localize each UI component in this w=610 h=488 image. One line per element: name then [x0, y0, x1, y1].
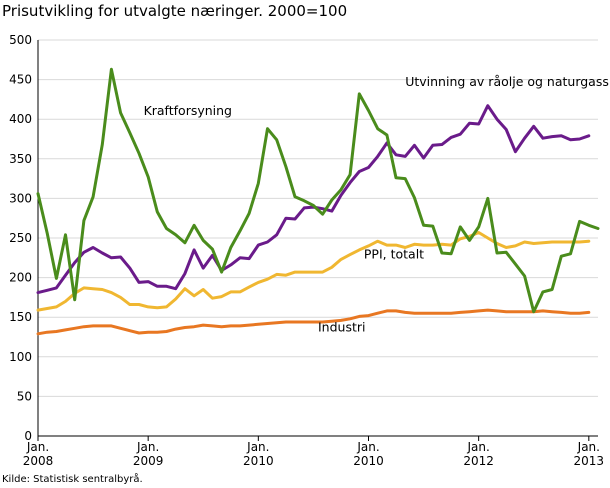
series-lines: [36, 67, 600, 336]
series-label: PPI, totalt: [364, 247, 424, 262]
y-tick-label-250: 250: [9, 231, 32, 245]
series-label: Kraftforsyning: [144, 103, 232, 118]
series-label: Utvinning av råolje og naturgass: [405, 74, 609, 89]
x-tick-label: Jan.: [466, 440, 489, 454]
x-tick-year: 2009: [133, 454, 164, 468]
x-tick-year: 2008: [23, 454, 54, 468]
y-tick-label-100: 100: [9, 350, 32, 364]
y-tick-label-50: 50: [17, 389, 32, 403]
x-tick-label: Jan.: [26, 440, 49, 454]
series-line-kraftforsyning: [36, 67, 600, 314]
series-line-ppi-totalt: [36, 231, 591, 312]
y-tick-label-500: 500: [9, 33, 32, 47]
x-tick-year: 2010: [243, 454, 274, 468]
series-line-industri: [36, 308, 591, 336]
y-axis-ticks: 0 50 100 150 200 250 300 350 400 450 500: [9, 33, 32, 443]
y-tick-label-450: 450: [9, 73, 32, 87]
chart-title: Prisutvikling for utvalgte næringer. 200…: [2, 2, 347, 20]
y-tick-label-300: 300: [9, 191, 32, 205]
x-tick-label: Jan.: [246, 440, 269, 454]
x-axis-ticks: Jan.2008Jan.2009Jan.2010Jan.2010Jan.2012…: [23, 436, 604, 468]
series-line-utvinning-av-r-olje-og-naturgass: [36, 104, 591, 295]
source-note: Kilde: Statistisk sentralbyrå.: [2, 472, 143, 485]
x-tick-year: 2010: [353, 454, 384, 468]
grid: [37, 39, 598, 437]
x-tick-label: Jan.: [577, 440, 600, 454]
y-tick-label-150: 150: [9, 310, 32, 324]
x-tick-year: 2012: [463, 454, 494, 468]
series-labels: Kraftforsyning Utvinning av råolje og nat…: [144, 74, 609, 335]
y-tick-label-0: 0: [24, 429, 32, 443]
series-label: Industri: [318, 319, 366, 334]
y-tick-label-400: 400: [9, 112, 32, 126]
y-tick-label-350: 350: [9, 152, 32, 166]
x-tick-label: Jan.: [136, 440, 159, 454]
x-tick-year: 2013: [574, 454, 605, 468]
x-tick-label: Jan.: [356, 440, 379, 454]
y-tick-label-200: 200: [9, 271, 32, 285]
